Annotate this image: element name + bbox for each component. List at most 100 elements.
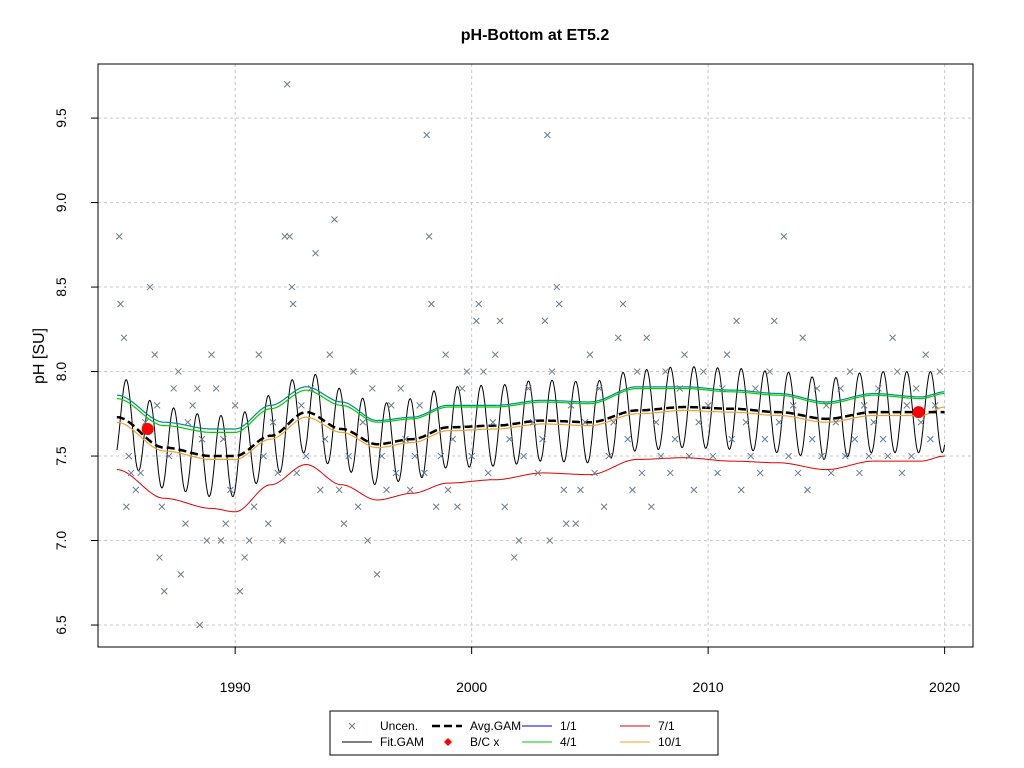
uncen-point — [458, 385, 466, 392]
uncen-point — [780, 233, 788, 240]
uncen-point — [241, 554, 248, 561]
uncen-point — [600, 503, 608, 511]
uncen-point — [208, 351, 215, 359]
legend-label-bc: B/C x — [470, 735, 499, 749]
uncen-point — [605, 452, 613, 460]
uncen-point — [581, 418, 589, 426]
uncen-point — [912, 385, 920, 392]
uncen-point — [260, 452, 267, 460]
y-tick-label: 7.0 — [53, 531, 69, 551]
uncen-point — [624, 435, 632, 443]
uncen-point — [931, 401, 939, 409]
uncen-point — [444, 486, 452, 494]
uncen-point — [789, 401, 797, 409]
legend-label-avg: Avg.GAM — [470, 719, 521, 733]
uncen-point — [269, 418, 277, 426]
uncen-point — [165, 452, 173, 460]
series-7-1-line — [116, 455, 945, 513]
uncen-point — [851, 435, 859, 443]
uncen-point — [794, 469, 802, 477]
uncen-point — [115, 233, 123, 240]
uncen-point — [865, 452, 873, 460]
uncen-point — [614, 334, 622, 342]
uncen-point — [406, 486, 414, 494]
uncen-point — [766, 368, 773, 375]
uncen-point — [700, 368, 707, 375]
uncen-point — [529, 418, 537, 426]
uncen-point — [264, 520, 272, 527]
uncen-point — [837, 385, 844, 392]
uncen-point — [799, 334, 807, 342]
uncen-point — [368, 385, 376, 392]
uncen-point — [449, 435, 457, 443]
uncen-point — [432, 503, 440, 511]
uncen-point — [704, 401, 712, 409]
series-1-1-line — [116, 386, 945, 430]
uncen-point — [175, 368, 182, 375]
uncen-point — [591, 469, 598, 477]
uncen-point — [884, 452, 892, 460]
uncen-point — [236, 587, 244, 595]
uncen-point — [685, 452, 693, 460]
uncen-point — [643, 334, 651, 342]
uncen-point — [818, 452, 826, 460]
uncen-point — [387, 401, 395, 409]
uncen-point — [856, 469, 863, 477]
uncen-point — [491, 351, 499, 359]
x-tick-label: 1990 — [220, 679, 251, 695]
uncen-point — [298, 401, 305, 409]
legend-label-d7: 7/1 — [658, 719, 675, 733]
uncen-point — [468, 452, 476, 460]
uncen-point — [555, 300, 563, 308]
uncen-point — [219, 435, 227, 443]
uncen-point — [274, 469, 282, 477]
uncen-point — [250, 503, 258, 511]
uncen-point — [227, 486, 234, 494]
uncen-point — [541, 317, 549, 325]
uncen-point — [354, 503, 362, 511]
uncen-point — [742, 418, 750, 426]
y-tick-label: 9.0 — [53, 193, 69, 213]
uncen-point — [425, 233, 433, 240]
uncen-point — [652, 418, 660, 426]
legend-label-d4: 4/1 — [560, 735, 577, 749]
uncen-point — [293, 469, 301, 477]
axes: 1990 2000 2010 2020 6.5 7.0 7.5 8.0 8.5 9.0 9.5 — [53, 108, 960, 695]
uncen-point — [484, 469, 492, 477]
uncen-point — [586, 351, 594, 359]
uncen-point — [808, 435, 816, 443]
y-tick-label: 6.5 — [53, 615, 69, 635]
uncen-point — [761, 435, 769, 443]
x-tick-label: 2020 — [929, 679, 960, 695]
y-axis-label: pH [SU] — [31, 328, 48, 384]
legend-uncen-icon — [348, 722, 356, 730]
uncen-point — [182, 520, 189, 527]
uncen-point — [595, 385, 603, 392]
uncen-point — [510, 554, 518, 561]
bc-point — [912, 406, 925, 419]
uncen-point — [416, 401, 423, 409]
uncen-point — [922, 351, 930, 359]
uncen-point — [709, 452, 717, 460]
uncen-point — [489, 418, 497, 426]
x-tick-label: 2000 — [456, 679, 487, 695]
uncen-point — [437, 452, 445, 460]
uncen-point — [289, 300, 297, 308]
uncen-point — [813, 385, 821, 392]
uncen-point — [217, 537, 225, 544]
uncen-point — [875, 385, 882, 392]
bc-point — [141, 423, 154, 436]
y-tick-label: 9.5 — [53, 108, 69, 128]
uncen-point — [151, 351, 159, 359]
series-4-1-line — [116, 387, 945, 433]
uncen-point — [307, 385, 315, 392]
uncen-point — [454, 503, 461, 511]
uncen-point — [288, 283, 296, 291]
uncen-point — [420, 469, 428, 477]
uncen-point — [316, 486, 324, 494]
uncen-point — [666, 469, 674, 477]
uncen-point — [378, 452, 386, 460]
uncen-point — [473, 317, 480, 325]
uncen-point — [496, 317, 504, 325]
